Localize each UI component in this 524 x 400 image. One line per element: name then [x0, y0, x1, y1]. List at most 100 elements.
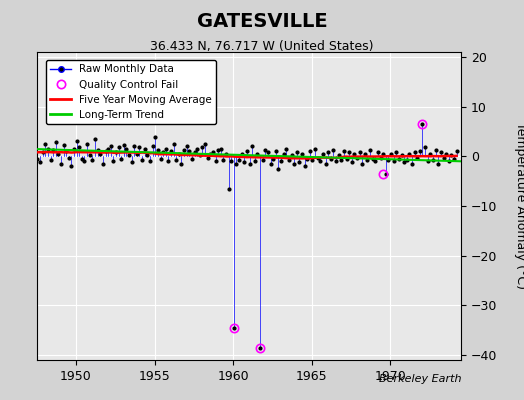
Point	[264, 149, 272, 156]
Point	[28, 136, 36, 142]
Point	[91, 136, 99, 142]
Point	[164, 158, 172, 164]
Point	[308, 157, 316, 164]
Point	[104, 146, 112, 152]
Point	[413, 155, 421, 161]
Point	[209, 149, 217, 156]
Point	[418, 121, 427, 127]
Point	[376, 155, 385, 161]
Point	[117, 156, 125, 162]
Point	[250, 158, 259, 164]
Point	[319, 151, 327, 157]
Point	[135, 144, 144, 150]
Point	[80, 158, 89, 164]
Point	[64, 155, 73, 161]
Point	[219, 157, 227, 164]
Point	[363, 157, 372, 164]
Point	[298, 151, 306, 157]
Point	[216, 146, 225, 152]
Point	[342, 156, 351, 162]
Point	[389, 158, 398, 164]
Point	[292, 149, 301, 156]
Point	[261, 147, 269, 154]
Point	[392, 149, 400, 156]
Point	[161, 146, 170, 152]
Point	[151, 134, 159, 141]
Point	[83, 141, 91, 147]
Point	[67, 163, 75, 170]
Point	[316, 158, 324, 164]
Point	[397, 152, 406, 158]
Point	[395, 156, 403, 162]
Point	[36, 159, 44, 166]
Point	[180, 147, 188, 154]
Point	[235, 157, 243, 164]
Point	[337, 157, 345, 164]
Point	[185, 148, 193, 154]
Point	[148, 143, 157, 150]
Point	[245, 160, 254, 167]
Point	[374, 149, 382, 156]
Point	[159, 149, 167, 156]
Point	[41, 141, 49, 147]
Text: GATESVILLE: GATESVILLE	[196, 12, 328, 31]
Point	[96, 151, 104, 157]
Point	[256, 344, 264, 351]
Point	[193, 146, 201, 152]
Point	[313, 155, 322, 161]
Point	[447, 152, 455, 158]
Point	[387, 151, 395, 157]
Point	[167, 148, 175, 154]
Point	[195, 152, 204, 158]
Point	[122, 146, 130, 152]
Point	[224, 186, 233, 192]
Point	[114, 144, 123, 150]
Point	[345, 149, 353, 156]
Point	[59, 142, 68, 148]
Point	[303, 156, 311, 162]
Point	[355, 149, 364, 156]
Point	[25, 147, 34, 154]
Point	[43, 146, 52, 152]
Point	[271, 148, 280, 154]
Point	[198, 144, 206, 150]
Point	[54, 151, 62, 157]
Point	[402, 157, 411, 164]
Point	[146, 158, 154, 164]
Point	[350, 151, 358, 157]
Point	[371, 158, 379, 164]
Y-axis label: Temperature Anomaly (°C): Temperature Anomaly (°C)	[514, 122, 524, 290]
Point	[285, 157, 293, 164]
Point	[368, 156, 377, 162]
Point	[243, 148, 251, 154]
Point	[172, 157, 180, 164]
Point	[156, 156, 165, 162]
Point	[366, 147, 374, 154]
Point	[253, 151, 261, 157]
Point	[240, 159, 248, 166]
Point	[287, 152, 296, 158]
Point	[51, 139, 60, 146]
Point	[101, 148, 110, 154]
Point	[227, 158, 235, 164]
Point	[133, 151, 141, 157]
Point	[30, 144, 39, 150]
Point	[154, 147, 162, 154]
Point	[230, 324, 238, 331]
Point	[119, 142, 128, 148]
Point	[62, 148, 70, 154]
Point	[274, 166, 282, 172]
Point	[232, 160, 241, 167]
Point	[269, 156, 277, 162]
Point	[334, 152, 343, 158]
Point	[423, 158, 432, 164]
Point	[450, 156, 458, 162]
Point	[321, 160, 330, 167]
Point	[266, 160, 275, 167]
Point	[188, 156, 196, 162]
Point	[326, 156, 335, 162]
Point	[305, 148, 314, 154]
Point	[248, 143, 256, 150]
Point	[88, 157, 96, 164]
Point	[182, 143, 191, 150]
